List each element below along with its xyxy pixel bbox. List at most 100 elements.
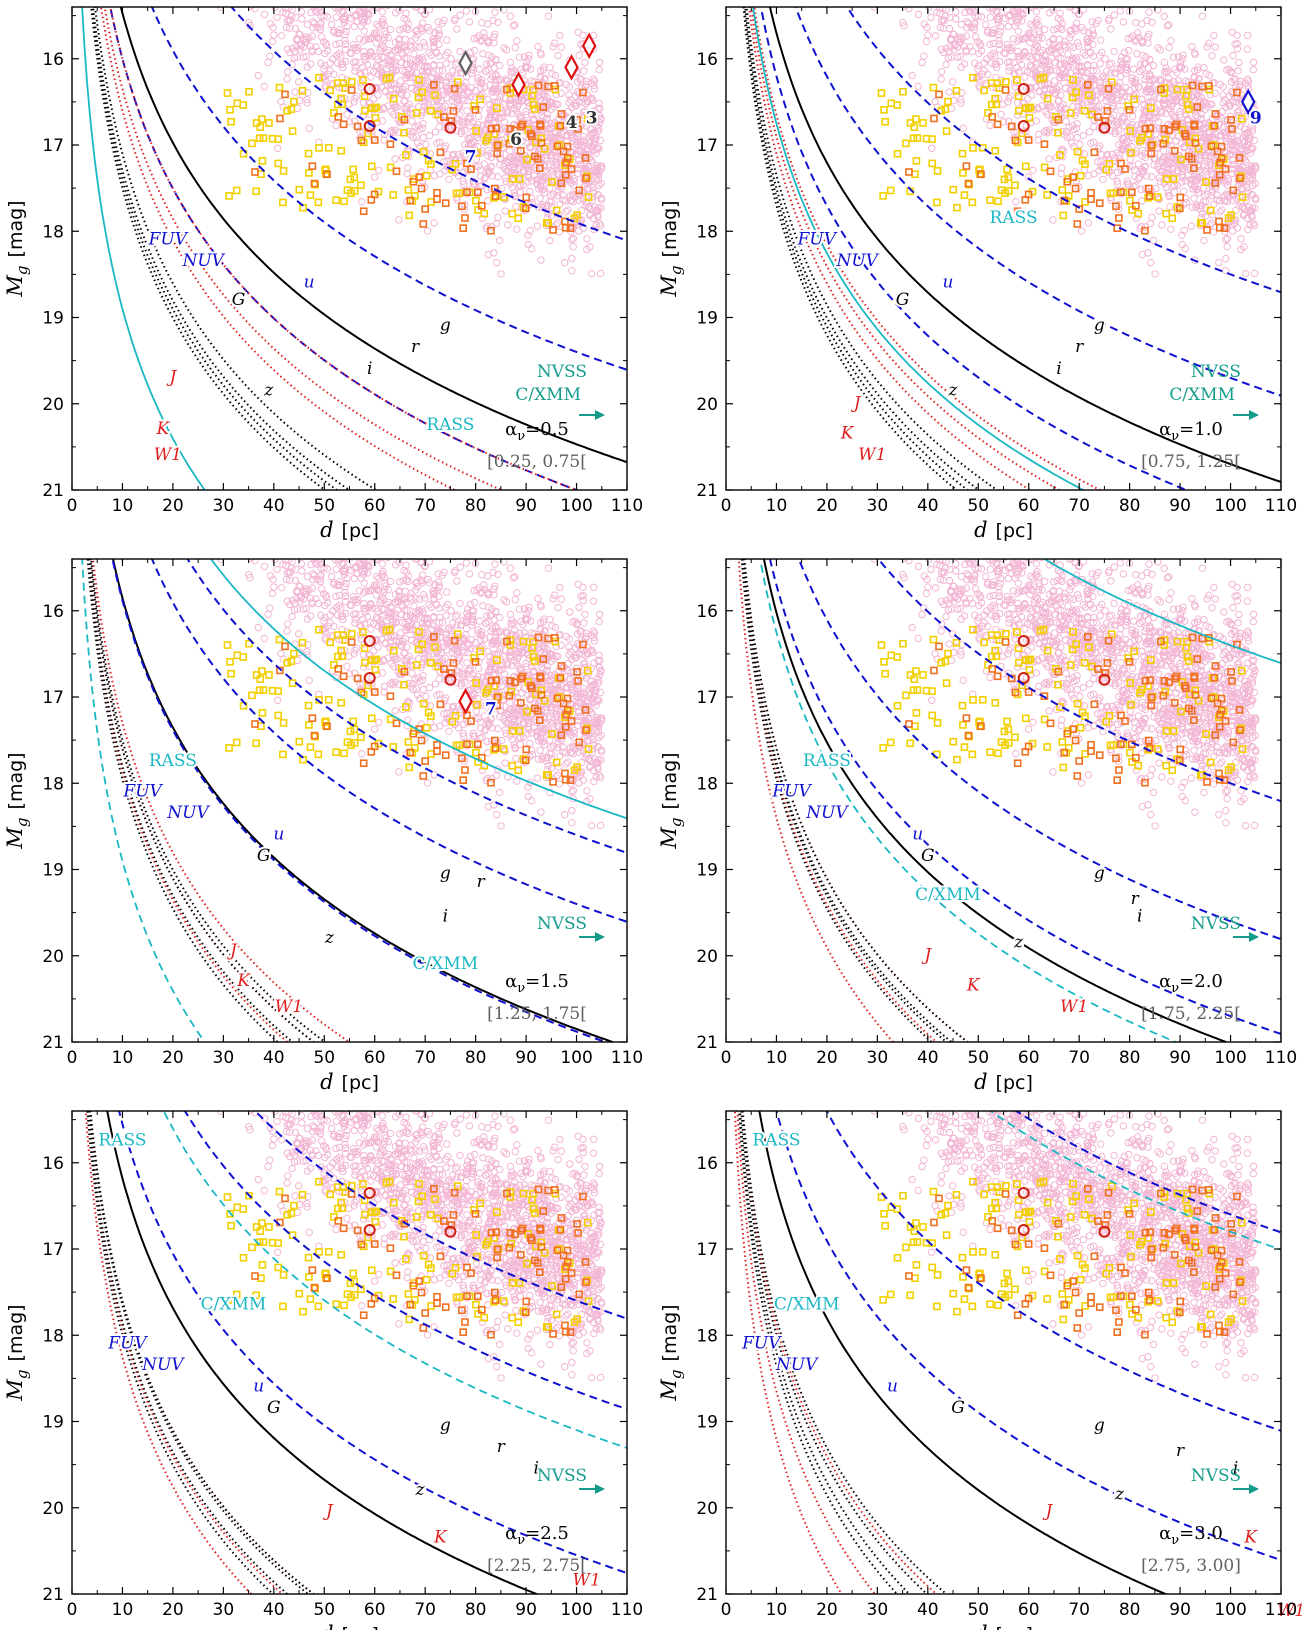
- data-square: [508, 209, 517, 218]
- data-square: [528, 132, 536, 140]
- data-point: [382, 65, 391, 73]
- data-point: [1138, 250, 1146, 259]
- data-square: [459, 224, 468, 232]
- data-point: [1136, 60, 1145, 68]
- data-point: [573, 87, 582, 96]
- data-point: [1012, 197, 1020, 206]
- data-point: [579, 108, 588, 116]
- data-point: [1095, 167, 1103, 175]
- x-tick-label: 30: [867, 496, 889, 516]
- data-square: [472, 196, 480, 205]
- data-point: [453, 25, 461, 33]
- data-point: [520, 53, 529, 61]
- data-point: [386, 128, 395, 136]
- data-point: [403, 91, 411, 99]
- data-point: [477, 78, 485, 87]
- data-point: [537, 808, 545, 816]
- data-point: [534, 594, 542, 603]
- curve-z: [90, 7, 327, 490]
- data-point: [487, 153, 496, 162]
- data-point: [372, 52, 380, 61]
- data-point: [578, 206, 586, 215]
- object-number-label: 7: [465, 147, 477, 167]
- data-point: [1229, 142, 1237, 150]
- x-tick-label: 0: [67, 496, 78, 516]
- data-point: [313, 23, 322, 32]
- data-square: [473, 148, 481, 157]
- data-point: [551, 71, 560, 80]
- data-point: [494, 173, 502, 181]
- curve-label: z: [948, 380, 959, 400]
- data-point: [1110, 47, 1118, 56]
- data-point: [384, 34, 392, 42]
- data-square: [582, 174, 590, 182]
- data-square: [490, 194, 498, 202]
- data-point: [1228, 227, 1237, 235]
- y-tick-label: 17: [42, 136, 64, 156]
- data-square: [573, 116, 581, 124]
- data-point: [581, 58, 589, 67]
- data-square: [968, 198, 977, 207]
- data-point: [419, 56, 427, 64]
- data-square: [491, 192, 500, 200]
- data-square: [350, 187, 359, 195]
- curve-r: [744, 7, 981, 490]
- data-point: [596, 269, 605, 278]
- data-point: [375, 166, 383, 174]
- data-point: [1089, 30, 1097, 38]
- data-point: [299, 53, 308, 61]
- data-point: [340, 18, 348, 27]
- data-point: [904, 0, 910, 6]
- y-tick-label: 16: [42, 50, 64, 70]
- data-point: [442, 59, 450, 68]
- data-point: [372, 38, 380, 47]
- data-point: [583, 787, 591, 795]
- data-point: [268, 37, 277, 46]
- cxmm-label: C/XMM: [1169, 385, 1235, 405]
- plot-area: [81, 559, 627, 1042]
- data-point: [1243, 75, 1252, 83]
- data-point: [1162, 183, 1170, 191]
- data-square: [361, 106, 369, 115]
- data-point: [515, 53, 524, 62]
- data-point: [994, 15, 1002, 24]
- data-point: [273, 13, 281, 22]
- data-square: [419, 220, 428, 228]
- data-point: [524, 167, 532, 175]
- data-point: [1053, 50, 1061, 58]
- data-square: [450, 84, 459, 93]
- data-point: [291, 88, 299, 96]
- data-point: [566, 608, 574, 616]
- data-point: [341, 31, 349, 39]
- data-point: [360, 52, 368, 60]
- data-point: [383, 49, 391, 57]
- data-square: [993, 120, 1002, 129]
- data-point: [1250, 269, 1259, 278]
- data-point: [312, 7, 319, 9]
- data-point: [589, 147, 597, 155]
- data-point: [513, 36, 521, 45]
- data-point: [1246, 208, 1255, 216]
- data-point: [354, 7, 359, 8]
- curve-label: z: [263, 380, 274, 400]
- data-point: [335, 49, 343, 58]
- data-point: [1123, 177, 1132, 185]
- data-square: [583, 114, 592, 123]
- data-point: [1014, 27, 1022, 35]
- data-point: [1079, 7, 1088, 14]
- data-square: [389, 94, 398, 103]
- data-square: [514, 214, 523, 223]
- data-point: [570, 174, 578, 183]
- data-point: [516, 113, 524, 122]
- data-square: [899, 87, 907, 96]
- data-square: [409, 177, 418, 186]
- data-square: [567, 165, 576, 173]
- data-point: [260, 82, 268, 91]
- data-point: [491, 560, 499, 568]
- data-square: [584, 193, 593, 202]
- y-axis-label: Mg[mag]: [657, 200, 685, 297]
- data-point: [312, 8, 321, 16]
- data-point: [302, 52, 310, 61]
- data-point: [1222, 266, 1230, 275]
- data-point: [595, 610, 604, 618]
